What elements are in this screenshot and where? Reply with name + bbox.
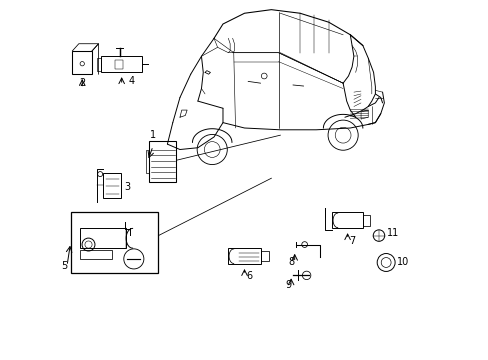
- Text: 4: 4: [128, 76, 134, 86]
- Bar: [72, 51, 92, 74]
- Text: 8: 8: [288, 257, 294, 267]
- Text: 2: 2: [79, 78, 85, 88]
- Bar: [80, 228, 126, 248]
- Bar: [332, 212, 362, 228]
- Text: 9: 9: [285, 280, 290, 290]
- Bar: [260, 251, 268, 261]
- Bar: [362, 215, 369, 226]
- Bar: [97, 58, 101, 71]
- Bar: [115, 60, 122, 69]
- Text: 10: 10: [396, 257, 408, 267]
- Bar: [70, 212, 158, 273]
- Bar: [101, 56, 142, 72]
- Text: 7: 7: [348, 235, 354, 246]
- Bar: [228, 248, 260, 264]
- Text: 5: 5: [61, 261, 67, 271]
- Text: 1: 1: [149, 130, 155, 140]
- Bar: [145, 149, 149, 173]
- Text: 3: 3: [124, 182, 130, 192]
- Bar: [80, 250, 112, 259]
- Bar: [149, 140, 176, 182]
- Text: 11: 11: [386, 228, 398, 238]
- Text: 6: 6: [246, 271, 252, 282]
- Bar: [102, 173, 121, 198]
